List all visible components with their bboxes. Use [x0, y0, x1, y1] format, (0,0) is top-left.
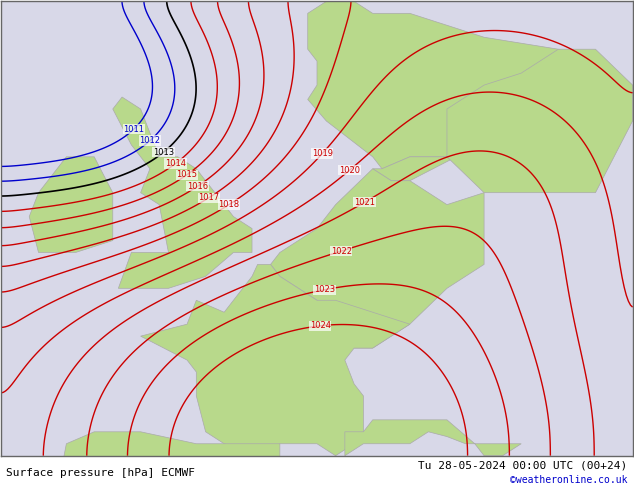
Text: 1012: 1012: [139, 136, 160, 145]
Polygon shape: [345, 420, 521, 456]
Polygon shape: [447, 49, 633, 193]
Text: 1015: 1015: [176, 171, 197, 179]
Polygon shape: [29, 157, 113, 252]
Text: 1020: 1020: [339, 166, 360, 175]
Polygon shape: [307, 1, 595, 169]
Text: 1021: 1021: [354, 198, 375, 207]
Text: 1014: 1014: [165, 159, 186, 168]
Polygon shape: [113, 97, 252, 288]
Text: 1011: 1011: [123, 125, 144, 134]
Text: 1013: 1013: [153, 147, 174, 157]
Text: ©weatheronline.co.uk: ©weatheronline.co.uk: [510, 475, 628, 485]
Text: 1016: 1016: [187, 182, 209, 191]
Polygon shape: [48, 432, 280, 490]
Text: 1018: 1018: [219, 200, 240, 209]
Polygon shape: [141, 265, 410, 456]
Text: 1017: 1017: [198, 193, 219, 202]
Polygon shape: [373, 157, 456, 181]
Text: 1023: 1023: [314, 285, 335, 294]
Text: Surface pressure [hPa] ECMWF: Surface pressure [hPa] ECMWF: [6, 468, 195, 478]
Text: 1019: 1019: [312, 149, 333, 158]
Text: 1022: 1022: [331, 246, 352, 256]
Polygon shape: [271, 169, 484, 348]
Text: Tu 28-05-2024 00:00 UTC (00+24): Tu 28-05-2024 00:00 UTC (00+24): [418, 461, 628, 470]
Text: 1024: 1024: [309, 321, 331, 330]
